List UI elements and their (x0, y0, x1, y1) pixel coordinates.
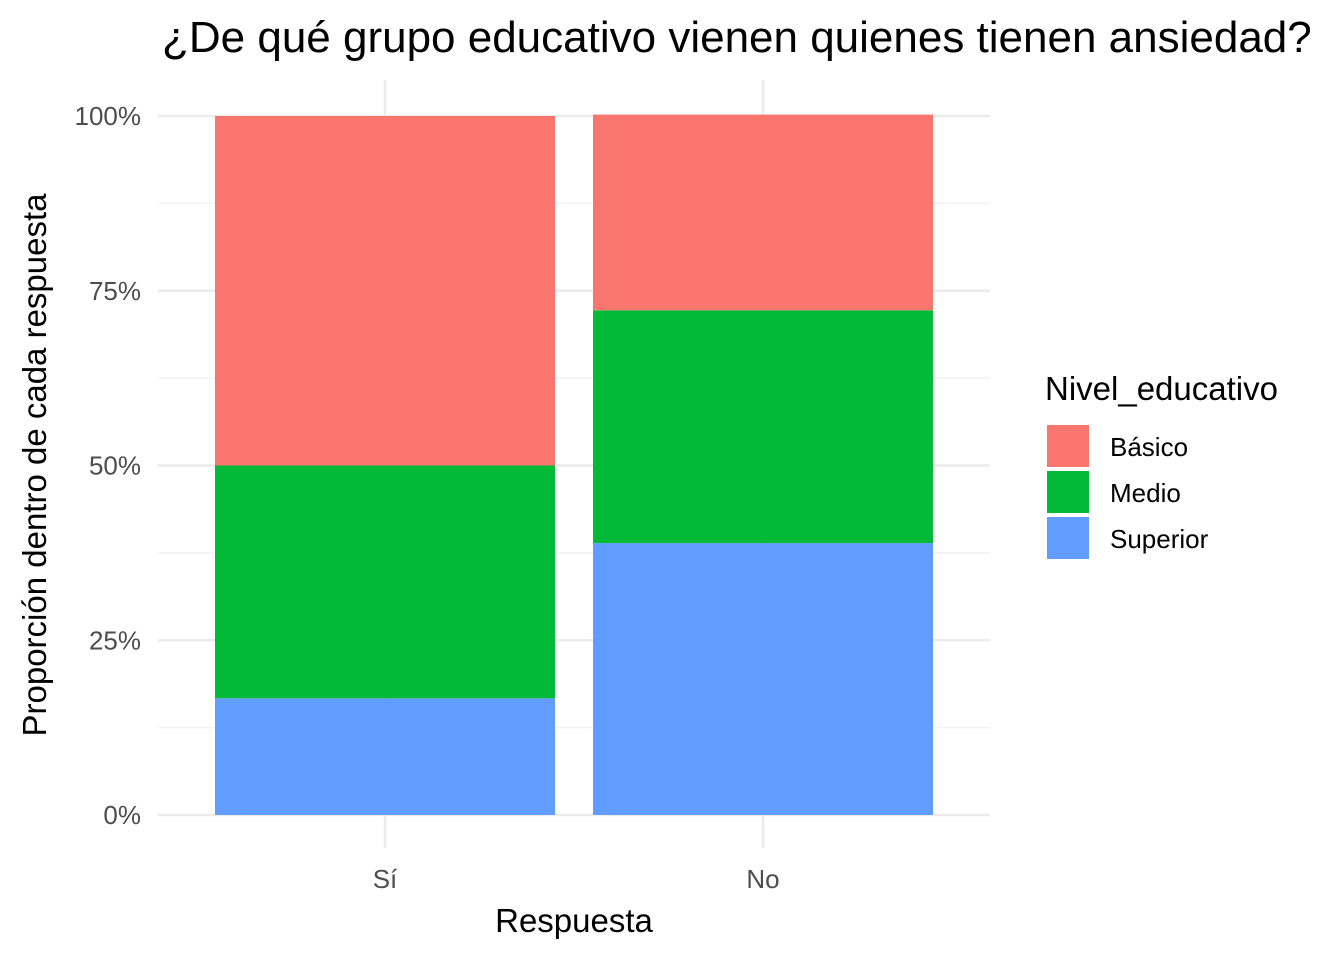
bar-segment-medio (593, 310, 933, 544)
legend-label: Superior (1110, 524, 1209, 554)
legend-key-medio (1047, 471, 1089, 513)
bar-segment-básico (593, 114, 933, 311)
legend-label: Medio (1110, 478, 1181, 508)
y-tick-labels: 0% 25% 50% 75% 100% (75, 101, 142, 830)
y-tick-label: 100% (75, 101, 142, 131)
chart-title: ¿De qué grupo educativo vienen quienes t… (162, 13, 1312, 62)
bar-segment-medio (215, 465, 555, 699)
x-tick-label: No (746, 864, 779, 894)
legend-label: Básico (1110, 432, 1188, 462)
y-axis-title: Proporción dentro de cada respuesta (16, 193, 53, 737)
x-axis-title: Respuesta (495, 902, 653, 939)
x-tick-label: Sí (373, 864, 398, 894)
bars (215, 114, 933, 815)
y-tick-label: 25% (89, 625, 141, 655)
y-tick-label: 50% (89, 451, 141, 481)
y-tick-label: 0% (103, 800, 141, 830)
bar-segment-básico (215, 116, 555, 466)
legend-key-básico (1047, 425, 1089, 467)
x-tick-labels: Sí No (373, 864, 780, 894)
y-tick-label: 75% (89, 276, 141, 306)
bar-segment-superior (593, 543, 933, 815)
legend-title: Nivel_educativo (1045, 370, 1278, 407)
legend-key-superior (1047, 517, 1089, 559)
legend: Nivel_educativo Básico Medio Superior (1045, 370, 1278, 559)
bar-segment-superior (215, 698, 555, 815)
